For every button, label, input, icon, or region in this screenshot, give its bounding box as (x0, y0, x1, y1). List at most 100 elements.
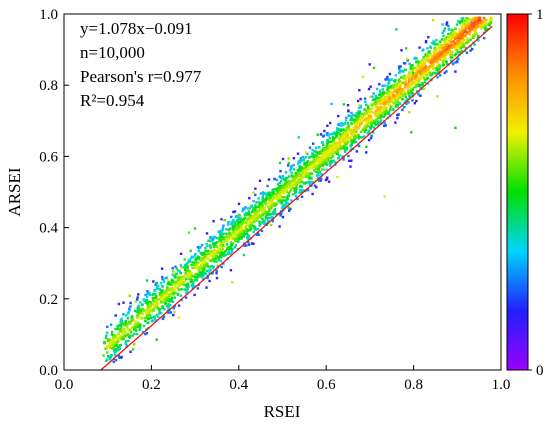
scatter-point (288, 169, 292, 172)
scatter-point (124, 342, 127, 345)
scatter-point (318, 146, 321, 149)
scatter-point (236, 218, 239, 222)
scatter-point (330, 149, 333, 153)
scatter-point (125, 323, 128, 326)
scatter-point (350, 115, 353, 118)
scatter-point (434, 51, 437, 54)
scatter-point (398, 102, 402, 105)
scatter-point (170, 296, 174, 299)
scatter-point (366, 124, 370, 128)
scatter-point (418, 46, 421, 49)
scatter-point (174, 280, 178, 283)
scatter-point (237, 233, 240, 236)
scatter-point (379, 97, 382, 100)
scatter-point (165, 291, 168, 294)
scatter-point (167, 311, 170, 314)
scatter-point (178, 278, 181, 281)
scatter-point (137, 293, 140, 296)
scatter-point (217, 246, 220, 249)
scatter-point (445, 50, 448, 53)
scatter-point (138, 316, 141, 320)
scatter-point (311, 152, 315, 156)
scatter-point (432, 40, 435, 43)
scatter-point (285, 181, 288, 184)
scatter-point (327, 146, 330, 149)
scatter-point (123, 323, 126, 327)
scatter-point (285, 176, 289, 180)
scatter-point (203, 261, 207, 264)
scatter-point (280, 191, 283, 194)
scatter-point (324, 148, 327, 151)
scatter-point (351, 113, 355, 117)
scatter-point (478, 21, 481, 24)
scatter-point (370, 103, 373, 106)
scatter-point (347, 124, 350, 128)
scatter-point (420, 74, 423, 78)
scatter-point (342, 147, 346, 150)
scatter-point (221, 244, 224, 247)
scatter-point (380, 100, 383, 104)
scatter-point (252, 225, 255, 228)
scatter-point (320, 141, 324, 144)
scatter-point (132, 325, 135, 329)
scatter-point (299, 178, 302, 182)
scatter-point (416, 78, 419, 81)
scatter-point (251, 208, 255, 211)
scatter-point (282, 177, 286, 180)
scatter-point (449, 53, 452, 56)
scatter-point (384, 124, 387, 127)
scatter-point (383, 105, 386, 108)
scatter-point (365, 111, 368, 114)
pearson-r: Pearson's r=0.977 (80, 67, 202, 86)
scatter-point (287, 161, 290, 165)
scatter-point (120, 355, 123, 359)
scatter-point (342, 103, 346, 106)
scatter-point (297, 179, 300, 183)
scatter-point (291, 180, 295, 183)
scatter-point (331, 140, 334, 143)
scatter-point (118, 347, 122, 350)
scatter-point (389, 96, 392, 99)
scatter-point (263, 199, 266, 203)
scatter-point (417, 70, 420, 73)
scatter-point (158, 309, 161, 312)
scatter-point (157, 298, 160, 301)
scatter-point (468, 28, 471, 31)
scatter-point (127, 333, 130, 336)
scatter-point (362, 113, 365, 116)
scatter-point (439, 71, 442, 74)
scatter-point (195, 278, 199, 282)
scatter-point (326, 124, 329, 127)
scatter-point (300, 169, 303, 173)
scatter-point (370, 117, 373, 120)
scatter-point (198, 257, 201, 260)
scatter-point (441, 44, 445, 47)
scatter-point (204, 256, 208, 259)
scatter-point (313, 154, 316, 157)
scatter-point (137, 313, 140, 316)
scatter-point (327, 180, 331, 183)
scatter-point (389, 108, 392, 112)
scatter-point (369, 118, 373, 121)
scatter-point (139, 327, 142, 330)
scatter-point (115, 336, 119, 339)
scatter-point (452, 40, 455, 43)
scatter-point (355, 119, 358, 123)
scatter-point (318, 162, 321, 165)
scatter-point (120, 325, 123, 328)
scatter-point (396, 103, 400, 107)
scatter-point (186, 282, 189, 286)
scatter-point (284, 171, 288, 174)
scatter-point (380, 95, 383, 98)
scatter-point (430, 41, 434, 45)
scatter-point (256, 215, 259, 218)
scatter-point (357, 144, 361, 148)
scatter-point (335, 134, 338, 138)
scatter-point (233, 222, 237, 226)
scatter-point (233, 225, 236, 228)
scatter-point (155, 313, 159, 316)
scatter-point (462, 25, 465, 28)
y-axis-ticks: 0.00.20.40.60.81.0 (39, 7, 69, 379)
scatter-point (171, 280, 175, 284)
scatter-point (325, 133, 328, 137)
